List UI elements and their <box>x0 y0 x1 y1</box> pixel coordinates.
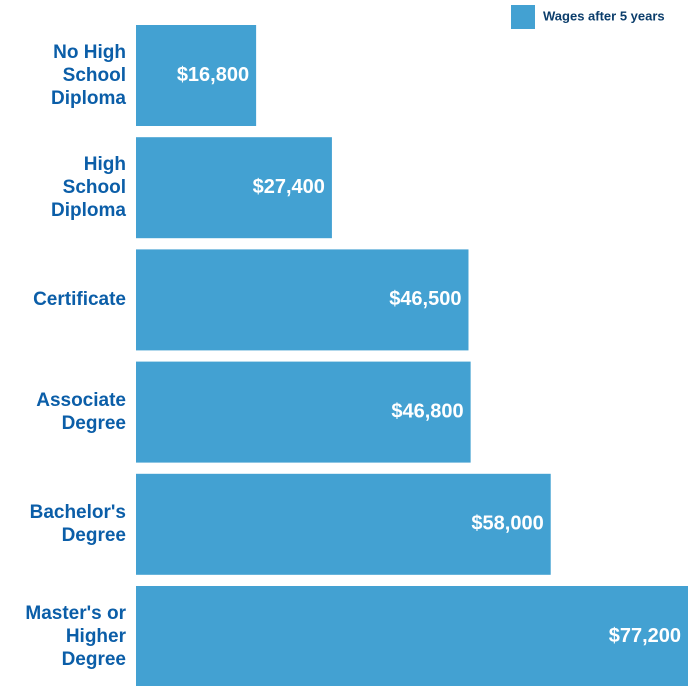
value-label: $46,800 <box>391 400 463 422</box>
legend-label: Wages after 5 years <box>543 8 665 23</box>
category-label: Associate Degree <box>20 362 126 463</box>
value-label: $58,000 <box>471 513 543 535</box>
bar <box>136 586 688 686</box>
category-text: High School Diploma <box>51 154 126 222</box>
bar <box>136 25 257 126</box>
category-text: Master's or Higher Degree <box>25 603 126 670</box>
value-label: $27,400 <box>253 176 325 198</box>
category-label: Certificate <box>20 249 126 350</box>
value-label: $46,500 <box>389 288 461 310</box>
bar <box>136 137 332 239</box>
category-text: Associate Degree <box>36 390 126 435</box>
legend-swatch <box>511 5 535 29</box>
category-label: Master's or Higher Degree <box>20 586 126 687</box>
value-label: $77,200 <box>609 625 681 647</box>
category-label: No High School Diploma <box>20 25 126 126</box>
category-label: Bachelor's Degree <box>20 474 126 575</box>
bar <box>136 249 469 351</box>
category-text: No High School Diploma <box>51 42 126 109</box>
category-text: Certificate <box>33 289 126 311</box>
bar <box>136 361 471 463</box>
value-label: $16,800 <box>177 64 249 86</box>
category-text: Bachelor's Degree <box>29 502 126 547</box>
bar <box>136 473 551 575</box>
category-label: High School Diploma <box>20 137 126 238</box>
